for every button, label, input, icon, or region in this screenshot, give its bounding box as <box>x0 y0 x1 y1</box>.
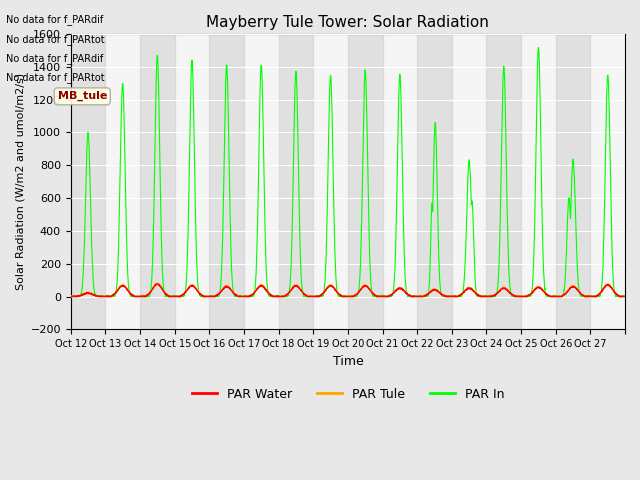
Legend: PAR Water, PAR Tule, PAR In: PAR Water, PAR Tule, PAR In <box>187 383 509 406</box>
Bar <box>486 34 521 329</box>
Bar <box>140 34 175 329</box>
Bar <box>348 34 383 329</box>
Title: Mayberry Tule Tower: Solar Radiation: Mayberry Tule Tower: Solar Radiation <box>207 15 490 30</box>
Bar <box>71 34 106 329</box>
Bar <box>209 34 244 329</box>
Text: No data for f_PARtot: No data for f_PARtot <box>6 34 105 45</box>
Text: No data for f_PARdif: No data for f_PARdif <box>6 14 104 25</box>
Bar <box>278 34 313 329</box>
Bar <box>556 34 590 329</box>
Text: No data for f_PARtot: No data for f_PARtot <box>6 72 105 83</box>
Text: MB_tule: MB_tule <box>58 91 107 101</box>
Y-axis label: Solar Radiation (W/m2 and umol/m2/s): Solar Radiation (W/m2 and umol/m2/s) <box>15 73 25 290</box>
Text: No data for f_PARdif: No data for f_PARdif <box>6 53 104 64</box>
X-axis label: Time: Time <box>333 355 364 368</box>
Bar <box>417 34 452 329</box>
